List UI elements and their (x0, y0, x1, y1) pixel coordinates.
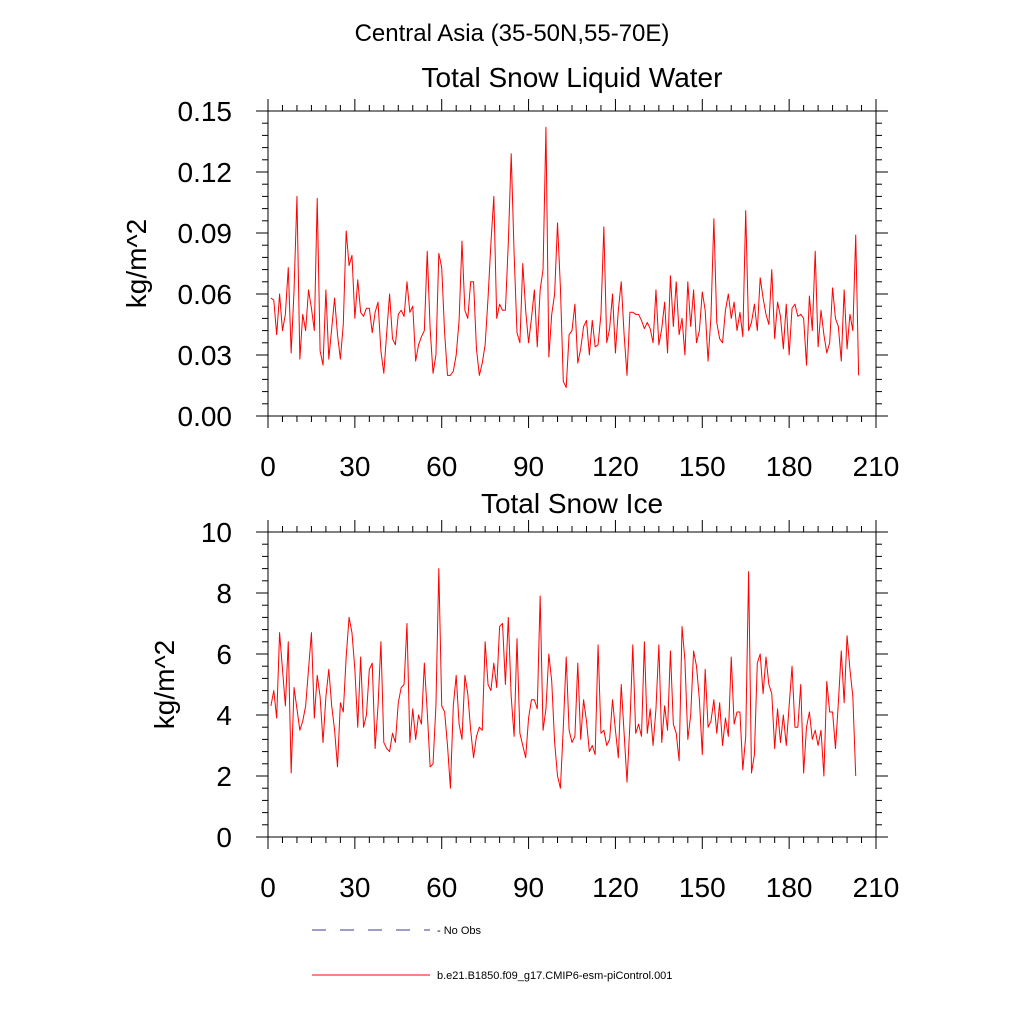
x-tick-label: 210 (853, 872, 900, 903)
main-title: Central Asia (35-50N,55-70E) (355, 20, 670, 47)
x-tick-label: 180 (766, 451, 813, 482)
x-tick-label: 180 (766, 872, 813, 903)
y-tick-label: 0.03 (178, 340, 233, 371)
y-tick-label: 0.09 (178, 218, 233, 249)
y-axis-label: kg/m^2 (121, 219, 152, 308)
y-tick-label: 6 (216, 639, 232, 670)
y-tick-label: 10 (201, 517, 232, 548)
legend-label: b.e21.B1850.f09_g17.CMIP6-esm-piControl.… (437, 970, 672, 982)
series-line (270, 568, 857, 789)
y-axis-label: kg/m^2 (149, 640, 180, 729)
y-tick-label: 4 (216, 700, 232, 731)
x-tick-label: 0 (260, 872, 276, 903)
y-tick-label: 0 (216, 822, 232, 853)
legend-item: - No Obs (312, 925, 482, 937)
panel-1: Total Snow Liquid Water 0 30 60 90 120 150 180 2… (121, 62, 899, 482)
plot-frame (267, 110, 877, 417)
panel-title: Total Snow Liquid Water (422, 62, 723, 93)
panel-title: Total Snow Ice (481, 488, 663, 519)
x-tick-label: 90 (513, 451, 544, 482)
x-tick-label: 30 (339, 451, 370, 482)
x-tick-label: 120 (592, 451, 639, 482)
y-tick-label: 0.12 (178, 157, 233, 188)
y-tick-label: 0.06 (178, 279, 233, 310)
legend-item: b.e21.B1850.f09_g17.CMIP6-esm-piControl.… (312, 970, 672, 982)
y-tick-label: 8 (216, 578, 232, 609)
y-tick-label: 0.15 (178, 96, 233, 127)
x-tick-label: 120 (592, 872, 639, 903)
x-tick-label: 30 (339, 872, 370, 903)
x-tick-label: 0 (260, 451, 276, 482)
legend-label: - No Obs (437, 925, 482, 937)
series-line (270, 126, 860, 389)
y-tick-label: 2 (216, 761, 232, 792)
x-tick-label: 60 (426, 872, 457, 903)
x-tick-label: 210 (853, 451, 900, 482)
x-tick-label: 90 (513, 872, 544, 903)
x-tick-label: 150 (679, 872, 726, 903)
y-tick-label: 0.00 (178, 401, 233, 432)
x-tick-label: 150 (679, 451, 726, 482)
panel-2: Total Snow Ice 0 30 60 90 120 150 180 210 0 2 4 6 8 10… (149, 488, 899, 903)
legend: - No Obs b.e21.B1850.f09_g17.CMIP6-esm-pi… (312, 925, 672, 982)
x-tick-label: 60 (426, 451, 457, 482)
